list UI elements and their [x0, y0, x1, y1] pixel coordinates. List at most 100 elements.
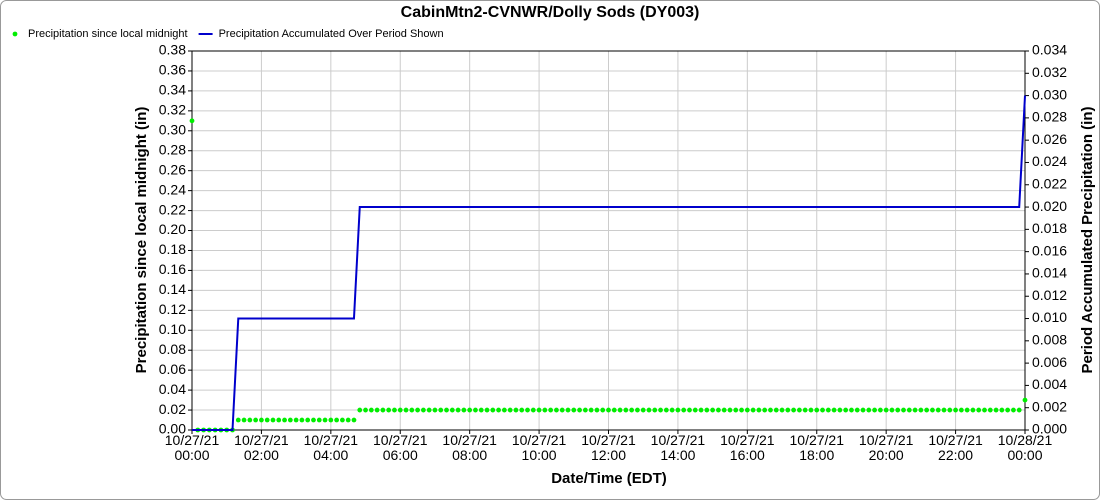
data-point	[953, 407, 958, 413]
data-point	[582, 407, 588, 413]
data-point	[259, 417, 264, 423]
y-tick-label: 0.28	[159, 141, 186, 157]
data-point	[368, 407, 374, 413]
y2-tick-label: 0.014	[1032, 265, 1067, 281]
data-point	[721, 407, 727, 413]
x-tick-label: 10/27/21 16:00	[720, 432, 775, 463]
x-tick-label: 10/27/21 12:00	[581, 432, 636, 463]
data-point	[663, 407, 669, 413]
data-point	[802, 407, 808, 413]
data-point	[611, 407, 617, 413]
data-point	[270, 417, 276, 423]
data-point	[796, 407, 802, 413]
data-point	[716, 407, 721, 413]
data-point	[542, 407, 548, 413]
data-point	[490, 407, 496, 413]
y2-tick-label: 0.032	[1032, 64, 1067, 80]
data-point	[727, 407, 733, 413]
data-point	[1016, 407, 1022, 413]
legend-label: Precipitation Accumulated Over Period Sh…	[219, 28, 444, 40]
legend-marker	[12, 31, 18, 37]
data-point	[652, 407, 658, 413]
data-point	[883, 407, 889, 413]
data-point	[287, 417, 293, 423]
data-point	[334, 417, 340, 423]
data-point	[484, 407, 490, 413]
data-point	[895, 407, 901, 413]
y-tick-label: 0.34	[159, 82, 186, 98]
data-point	[617, 407, 623, 413]
x-axis-label: Date/Time (EDT)	[551, 470, 667, 487]
data-point	[293, 417, 299, 423]
data-point	[513, 407, 519, 413]
y-tick-label: 0.24	[159, 181, 186, 197]
y-tick-label: 0.32	[159, 102, 186, 118]
data-point	[733, 407, 739, 413]
x-tick-label: 10/27/21 22:00	[928, 432, 983, 463]
y-tick-label: 0.06	[159, 361, 186, 377]
data-point	[710, 407, 716, 413]
data-point	[629, 407, 635, 413]
data-point	[675, 407, 681, 413]
data-point	[785, 407, 791, 413]
y2-axis-label: Period Accumulated Precipitation (in)	[1079, 107, 1096, 374]
data-point	[872, 407, 877, 413]
data-point	[235, 417, 241, 423]
y-tick-label: 0.30	[159, 121, 186, 137]
data-point	[496, 407, 501, 413]
data-point	[565, 407, 571, 413]
data-point	[241, 417, 247, 423]
x-tick-label: 10/27/21 20:00	[858, 432, 914, 463]
data-point	[924, 407, 930, 413]
y2-tick-label: 0.026	[1032, 131, 1067, 147]
y-tick-label: 0.02	[159, 401, 186, 417]
data-point	[814, 407, 820, 413]
data-point	[762, 407, 768, 413]
y-tick-label: 0.16	[159, 261, 186, 277]
y2-tick-label: 0.018	[1032, 220, 1067, 236]
data-point	[773, 407, 779, 413]
data-point	[363, 407, 368, 413]
data-point	[276, 417, 282, 423]
y2-tick-label: 0.022	[1032, 175, 1067, 191]
data-point	[750, 407, 756, 413]
x-tick-label: 10/27/21 06:00	[373, 432, 428, 463]
data-point	[386, 407, 392, 413]
data-point	[947, 407, 953, 413]
y2-tick-label: 0.028	[1032, 109, 1067, 125]
data-point	[646, 407, 652, 413]
x-tick-label: 10/28/21 00:00	[997, 432, 1053, 463]
data-point	[941, 407, 947, 413]
data-point	[999, 407, 1005, 413]
data-point	[889, 407, 895, 413]
x-tick-label: 10/27/21 00:00	[164, 432, 220, 463]
chart-title: CabinMtn2-CVNWR/Dolly Sods (DY003)	[401, 4, 700, 21]
data-point	[744, 407, 750, 413]
y-axis-label: Precipitation since local midnight (in)	[133, 107, 150, 374]
y-tick-label: 0.26	[159, 161, 186, 177]
data-point	[189, 118, 195, 124]
data-point	[380, 407, 386, 413]
data-point	[351, 417, 357, 423]
data-point	[374, 407, 380, 413]
data-point	[357, 407, 363, 413]
y2-tick-label: 0.030	[1032, 86, 1067, 102]
legend-label: Precipitation since local midnight	[28, 28, 188, 40]
data-point	[1005, 407, 1011, 413]
data-point	[600, 407, 606, 413]
data-point	[253, 417, 259, 423]
data-point	[571, 407, 577, 413]
data-point	[687, 407, 692, 413]
data-point	[536, 407, 542, 413]
y2-tick-label: 0.000	[1032, 421, 1067, 437]
data-point	[640, 407, 646, 413]
x-tick-label: 10/27/21 10:00	[511, 432, 567, 463]
data-point	[519, 407, 525, 413]
x-tick-label: 10/27/21 14:00	[650, 432, 706, 463]
data-point	[340, 417, 345, 423]
data-point	[623, 407, 629, 413]
y-tick-label: 0.22	[159, 201, 186, 217]
data-point	[837, 407, 843, 413]
data-point	[808, 407, 814, 413]
data-point	[449, 407, 455, 413]
